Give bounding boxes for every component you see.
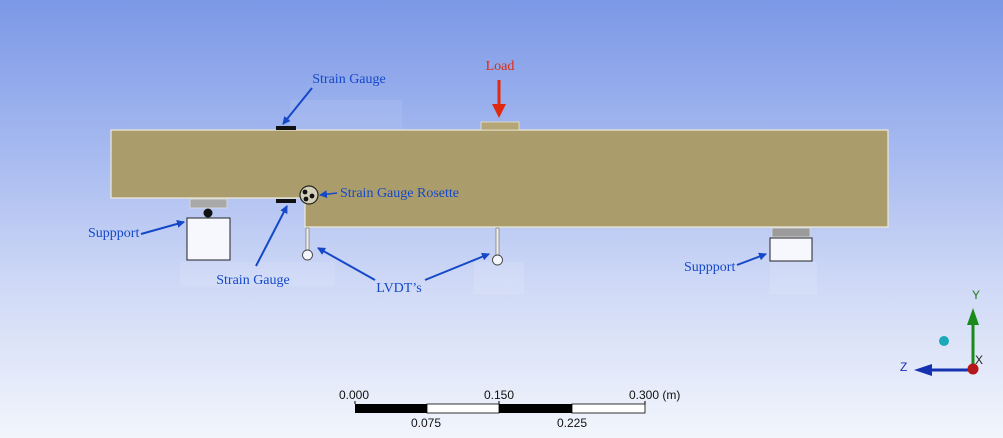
origin-marker bbox=[967, 363, 979, 375]
strain-gauge-rosette[interactable] bbox=[299, 185, 319, 205]
y-axis-arrow-icon bbox=[967, 308, 979, 369]
arrow-icon bbox=[255, 205, 288, 267]
scale-label: 0.000 bbox=[339, 388, 369, 402]
ghost-panel bbox=[770, 262, 817, 294]
beam[interactable] bbox=[110, 129, 889, 228]
y-axis-label: Y bbox=[972, 288, 980, 302]
strain-gauge-bottom[interactable] bbox=[276, 199, 296, 203]
load-plate[interactable] bbox=[480, 121, 520, 131]
ghost-panel bbox=[290, 100, 402, 130]
scale-label: 0.075 bbox=[411, 416, 441, 430]
z-axis-label: Z bbox=[900, 360, 907, 374]
load-arrow-icon bbox=[492, 80, 506, 118]
arrow-icon bbox=[319, 190, 338, 199]
lvdt-2[interactable] bbox=[492, 227, 503, 266]
lvdt-1[interactable] bbox=[302, 227, 313, 261]
left-support[interactable] bbox=[186, 198, 231, 261]
load-label: Load bbox=[486, 59, 515, 74]
right-support[interactable] bbox=[769, 227, 813, 262]
x-axis-label: X bbox=[975, 353, 983, 367]
scale-bar bbox=[354, 401, 646, 414]
strain-gauge-top-label: Strain Gauge bbox=[312, 72, 385, 87]
lvdts-label: LVDT’s bbox=[376, 281, 421, 296]
arrow-icon bbox=[282, 87, 313, 125]
isometric-view-ball[interactable] bbox=[939, 336, 949, 346]
arrow-icon bbox=[736, 252, 767, 266]
scale-label: 0.150 bbox=[484, 388, 514, 402]
strain-gauge-rosette-label: Strain Gauge Rosette bbox=[340, 186, 459, 201]
scale-label: 0.300 (m) bbox=[629, 388, 680, 402]
ghost-panel bbox=[474, 262, 524, 294]
support-left-label: Suppport bbox=[88, 226, 139, 241]
strain-gauge-top[interactable] bbox=[276, 126, 296, 130]
arrow-icon bbox=[424, 252, 490, 281]
ghost-panel bbox=[180, 262, 335, 286]
axis-triad[interactable]: Y Z X bbox=[900, 288, 983, 376]
scale-label: 0.225 bbox=[557, 416, 587, 430]
arrow-icon bbox=[140, 220, 185, 235]
support-right-label: Suppport bbox=[684, 260, 735, 275]
arrow-icon bbox=[317, 247, 376, 281]
z-axis-arrow-icon bbox=[914, 364, 973, 376]
strain-gauge-bottom-label: Strain Gauge bbox=[216, 273, 289, 288]
